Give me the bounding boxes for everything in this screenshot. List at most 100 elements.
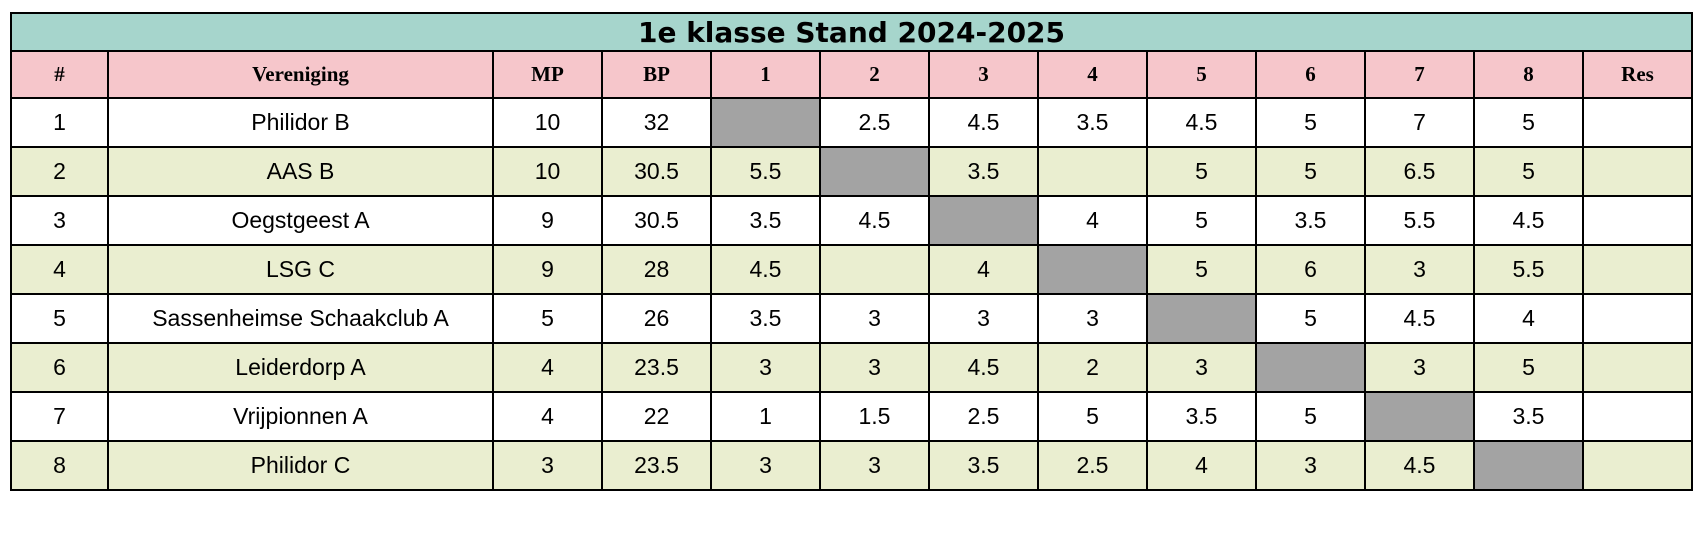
result-cell: 3.5	[710, 293, 821, 344]
mp-cell: 9	[492, 195, 603, 246]
column-header: MP	[492, 50, 603, 99]
standings-page: 1e klasse Stand 2024-2025 # Vereniging MP B…	[10, 12, 1693, 491]
result-cell: 3	[710, 342, 821, 393]
result-cell: 4.5	[1473, 195, 1584, 246]
bp-cell: 32	[601, 97, 712, 148]
bp-cell: 30.5	[601, 195, 712, 246]
table-row: 3 Oegstgeest A 9 30.5 3.5 4.5 4 5 3.5 5.5 4.5	[10, 195, 1693, 246]
standings-body: 1 Philidor B 10 32 2.5 4.5 3.5 4.5 5 7 5 2 AAS B 10 30…	[10, 97, 1693, 491]
mp-cell: 9	[492, 244, 603, 295]
diagonal-cell	[1473, 440, 1584, 491]
team-cell: Vrijpionnen A	[107, 391, 494, 442]
result-cell: 1	[710, 391, 821, 442]
column-header: 6	[1255, 50, 1366, 99]
result-cell: 5	[1473, 146, 1584, 197]
result-cell: 5	[1255, 146, 1366, 197]
result-cell: 5	[1146, 146, 1257, 197]
result-cell: 3	[819, 293, 930, 344]
diagonal-cell	[1146, 293, 1257, 344]
rank-cell: 1	[10, 97, 109, 148]
result-cell: 3	[1364, 244, 1475, 295]
column-header: 2	[819, 50, 930, 99]
result-cell: 5	[1255, 391, 1366, 442]
column-header: 1	[710, 50, 821, 99]
mp-cell: 10	[492, 97, 603, 148]
rank-cell: 3	[10, 195, 109, 246]
mp-cell: 10	[492, 146, 603, 197]
column-header: 3	[928, 50, 1039, 99]
rank-cell: 8	[10, 440, 109, 491]
result-cell: 3.5	[710, 195, 821, 246]
result-cell: 3.5	[1473, 391, 1584, 442]
result-cell: 6.5	[1364, 146, 1475, 197]
team-cell: Philidor C	[107, 440, 494, 491]
mp-cell: 5	[492, 293, 603, 344]
result-cell: 4.5	[1364, 293, 1475, 344]
result-cell: 3.5	[1255, 195, 1366, 246]
column-header: Res	[1582, 50, 1693, 99]
result-cell: 3.5	[928, 146, 1039, 197]
result-cell: 3	[819, 342, 930, 393]
result-cell: 4.5	[710, 244, 821, 295]
column-header: 8	[1473, 50, 1584, 99]
header-row: # Vereniging MP BP 1 2 3 4 5 6 7 8 Res	[10, 50, 1693, 99]
team-cell: Sassenheimse Schaakclub A	[107, 293, 494, 344]
result-cell: 5	[1473, 97, 1584, 148]
result-cell: 3	[1146, 342, 1257, 393]
rank-cell: 7	[10, 391, 109, 442]
result-cell	[819, 244, 930, 295]
result-cell: 5	[1473, 342, 1584, 393]
result-cell: 5	[1255, 293, 1366, 344]
page-title: 1e klasse Stand 2024-2025	[10, 12, 1693, 52]
bp-cell: 23.5	[601, 342, 712, 393]
column-header: 5	[1146, 50, 1257, 99]
result-cell: 5.5	[1473, 244, 1584, 295]
result-cell: 2.5	[928, 391, 1039, 442]
column-header: 4	[1037, 50, 1148, 99]
mp-cell: 3	[492, 440, 603, 491]
result-cell: 5	[1037, 391, 1148, 442]
rank-cell: 6	[10, 342, 109, 393]
diagonal-cell	[1364, 391, 1475, 442]
result-cell: 4.5	[819, 195, 930, 246]
bp-cell: 22	[601, 391, 712, 442]
result-cell: 5.5	[1364, 195, 1475, 246]
res-cell	[1582, 97, 1693, 148]
result-cell: 6	[1255, 244, 1366, 295]
table-row: 6 Leiderdorp A 4 23.5 3 3 4.5 2 3 3 5	[10, 342, 1693, 393]
bp-cell: 26	[601, 293, 712, 344]
table-row: 2 AAS B 10 30.5 5.5 3.5 5 5 6.5 5	[10, 146, 1693, 197]
table-row: 4 LSG C 9 28 4.5 4 5 6 3 5.5	[10, 244, 1693, 295]
mp-cell: 4	[492, 391, 603, 442]
res-cell	[1582, 440, 1693, 491]
result-cell: 3	[1255, 440, 1366, 491]
result-cell: 3	[710, 440, 821, 491]
diagonal-cell	[710, 97, 821, 148]
result-cell: 2	[1037, 342, 1148, 393]
result-cell: 3	[1037, 293, 1148, 344]
bp-cell: 23.5	[601, 440, 712, 491]
res-cell	[1582, 293, 1693, 344]
result-cell: 5	[1255, 97, 1366, 148]
bp-cell: 28	[601, 244, 712, 295]
column-header: #	[10, 50, 109, 99]
result-cell: 3.5	[1037, 97, 1148, 148]
result-cell: 3	[819, 440, 930, 491]
diagonal-cell	[1037, 244, 1148, 295]
team-cell: Oegstgeest A	[107, 195, 494, 246]
result-cell: 3	[928, 293, 1039, 344]
rank-cell: 2	[10, 146, 109, 197]
rank-cell: 5	[10, 293, 109, 344]
team-cell: AAS B	[107, 146, 494, 197]
team-cell: LSG C	[107, 244, 494, 295]
result-cell: 4.5	[928, 97, 1039, 148]
column-header: 7	[1364, 50, 1475, 99]
team-cell: Leiderdorp A	[107, 342, 494, 393]
team-cell: Philidor B	[107, 97, 494, 148]
result-cell: 4	[1473, 293, 1584, 344]
table-row: 5 Sassenheimse Schaakclub A 5 26 3.5 3 3 3 5 4.5 4	[10, 293, 1693, 344]
result-cell: 5.5	[710, 146, 821, 197]
title-row: 1e klasse Stand 2024-2025	[10, 12, 1693, 52]
standings-table: 1e klasse Stand 2024-2025 # Vereniging MP B…	[10, 12, 1693, 491]
result-cell: 5	[1146, 195, 1257, 246]
